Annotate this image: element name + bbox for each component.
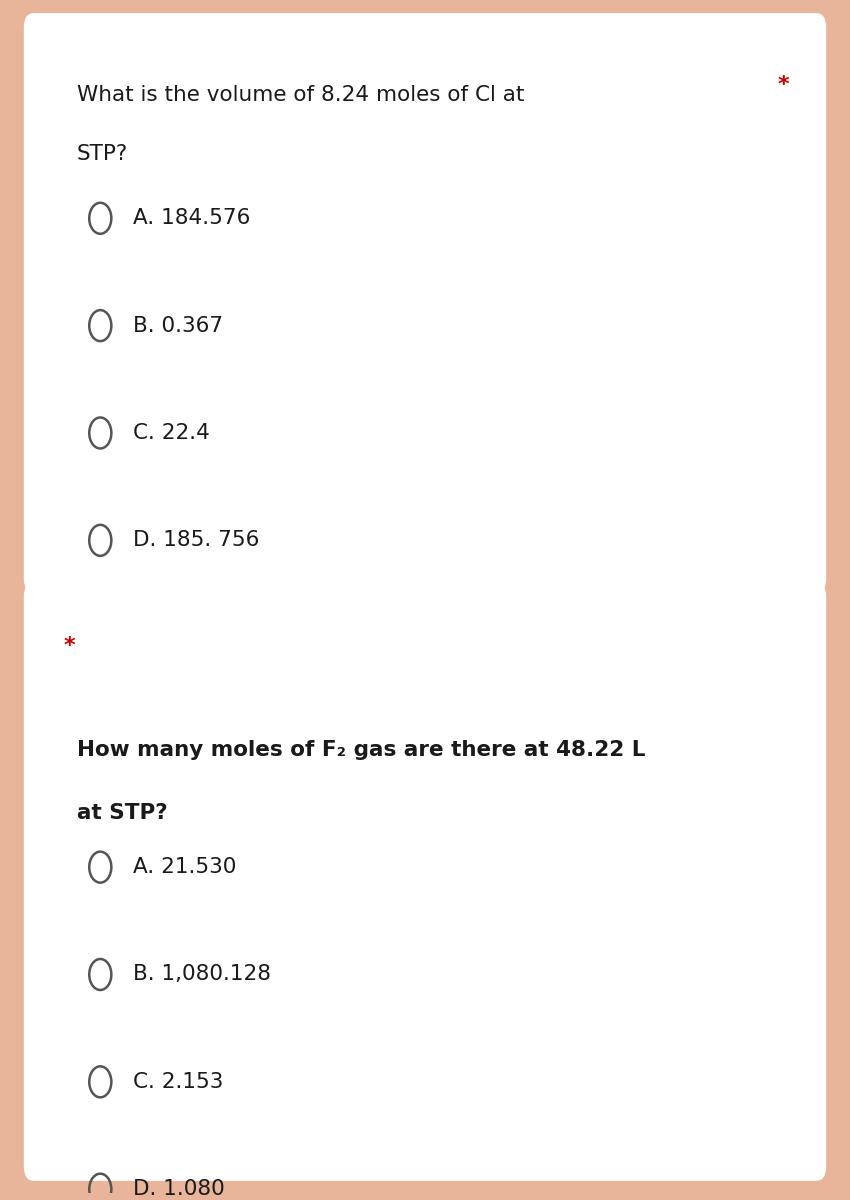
Text: C. 22.4: C. 22.4 [133,422,210,443]
Text: How many moles of F₂ gas are there at 48.22 L: How many moles of F₂ gas are there at 48… [76,739,645,760]
Text: What is the volume of 8.24 moles of Cl at: What is the volume of 8.24 moles of Cl a… [76,85,524,104]
Text: B. 1,080.128: B. 1,080.128 [133,965,271,984]
Text: B. 0.367: B. 0.367 [133,316,224,336]
Text: D. 1.080: D. 1.080 [133,1180,225,1199]
Text: D. 185. 756: D. 185. 756 [133,530,260,551]
FancyBboxPatch shape [24,582,826,1181]
Text: A. 184.576: A. 184.576 [133,209,251,228]
FancyBboxPatch shape [24,13,826,593]
Text: *: * [64,636,76,655]
Text: *: * [778,76,790,95]
Text: at STP?: at STP? [76,803,167,823]
Text: STP?: STP? [76,144,128,164]
Text: A. 21.530: A. 21.530 [133,857,237,877]
Text: C. 2.153: C. 2.153 [133,1072,224,1092]
